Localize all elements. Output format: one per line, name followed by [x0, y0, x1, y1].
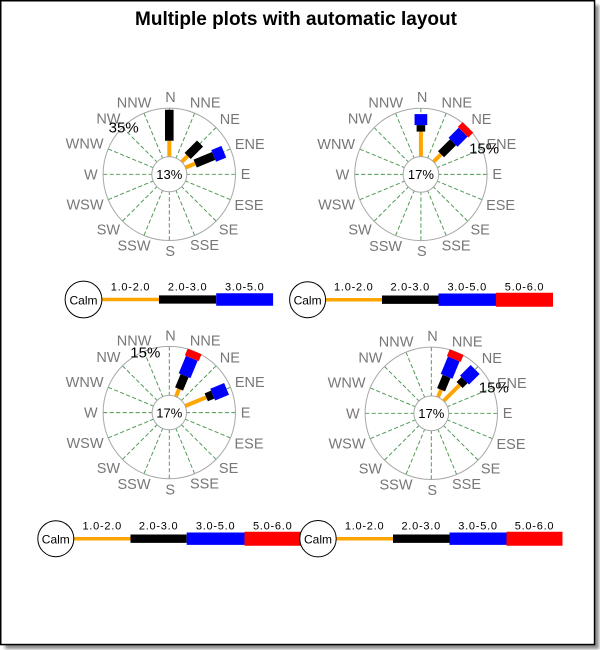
svg-text:NNE: NNE [441, 95, 472, 111]
svg-text:ESE: ESE [486, 198, 515, 214]
svg-text:ENE: ENE [235, 137, 265, 153]
svg-text:W: W [346, 406, 360, 422]
svg-text:NE: NE [220, 350, 240, 366]
svg-text:SW: SW [348, 223, 372, 239]
svg-text:3.0-5.0: 3.0-5.0 [458, 521, 498, 533]
svg-text:NE: NE [482, 351, 502, 367]
svg-text:ENE: ENE [497, 376, 527, 392]
svg-text:NW: NW [96, 350, 120, 366]
svg-text:SE: SE [219, 461, 239, 477]
svg-text:S: S [427, 483, 437, 499]
svg-text:W: W [84, 167, 98, 183]
svg-text:NNW: NNW [379, 334, 414, 350]
svg-text:NNE: NNE [452, 334, 483, 350]
svg-text:35%: 35% [109, 120, 139, 137]
svg-text:13%: 13% [156, 167, 182, 182]
svg-text:WNW: WNW [66, 375, 104, 391]
svg-text:3.0-5.0: 3.0-5.0 [447, 282, 487, 294]
svg-text:17%: 17% [408, 167, 434, 182]
svg-text:5.0-6.0: 5.0-6.0 [253, 521, 293, 533]
svg-text:1.0-2.0: 1.0-2.0 [111, 281, 151, 293]
svg-text:Calm: Calm [42, 533, 70, 547]
svg-text:WNW: WNW [317, 137, 355, 153]
svg-text:17%: 17% [418, 406, 444, 421]
svg-text:SSW: SSW [379, 478, 412, 494]
svg-text:NW: NW [96, 112, 120, 128]
svg-text:NNW: NNW [117, 95, 152, 111]
svg-text:WNW: WNW [328, 376, 366, 392]
svg-text:WSW: WSW [66, 436, 103, 452]
svg-text:WSW: WSW [328, 437, 365, 453]
svg-text:5.0-6.0: 5.0-6.0 [505, 282, 545, 294]
svg-text:S: S [165, 482, 175, 498]
svg-text:NW: NW [348, 112, 372, 128]
svg-text:SE: SE [481, 462, 501, 478]
svg-text:E: E [492, 167, 502, 183]
svg-text:WSW: WSW [318, 198, 355, 214]
svg-text:SE: SE [471, 223, 491, 239]
svg-text:N: N [427, 329, 437, 345]
svg-text:NNW: NNW [368, 96, 403, 112]
svg-text:Multiple plots with automatic: Multiple plots with automatic layout [135, 9, 458, 30]
svg-text:SW: SW [97, 223, 121, 239]
svg-text:W: W [336, 167, 350, 183]
svg-text:Calm: Calm [294, 294, 322, 308]
svg-text:2.0-3.0: 2.0-3.0 [168, 281, 208, 293]
svg-text:NE: NE [471, 112, 491, 128]
svg-text:S: S [165, 244, 175, 260]
svg-text:SW: SW [97, 461, 121, 477]
svg-text:SSE: SSE [442, 238, 471, 254]
svg-text:Calm: Calm [304, 533, 332, 547]
svg-text:2.0-3.0: 2.0-3.0 [390, 282, 430, 294]
svg-text:N: N [165, 90, 175, 106]
svg-text:ESE: ESE [234, 436, 263, 452]
svg-text:SSW: SSW [117, 477, 150, 493]
svg-text:ENE: ENE [235, 375, 265, 391]
svg-text:15%: 15% [469, 141, 499, 158]
svg-text:ENE: ENE [486, 137, 516, 153]
svg-text:15%: 15% [479, 380, 509, 397]
svg-text:Calm: Calm [69, 293, 97, 307]
svg-text:17%: 17% [156, 405, 182, 420]
svg-text:S: S [417, 244, 427, 260]
svg-text:ESE: ESE [234, 198, 263, 214]
svg-text:WSW: WSW [66, 198, 103, 214]
svg-text:SE: SE [219, 223, 239, 239]
svg-text:1.0-2.0: 1.0-2.0 [334, 282, 374, 294]
svg-text:SSE: SSE [190, 477, 219, 493]
svg-text:NW: NW [358, 351, 382, 367]
svg-text:ESE: ESE [496, 437, 525, 453]
svg-text:1.0-2.0: 1.0-2.0 [345, 521, 385, 533]
svg-text:1.0-2.0: 1.0-2.0 [82, 521, 122, 533]
svg-text:2.0-3.0: 2.0-3.0 [139, 521, 179, 533]
svg-text:E: E [241, 167, 251, 183]
svg-text:NNW: NNW [117, 334, 152, 350]
svg-text:15%: 15% [130, 345, 160, 362]
svg-text:N: N [165, 328, 175, 344]
svg-text:E: E [241, 405, 251, 421]
svg-text:W: W [84, 406, 98, 422]
svg-text:SSE: SSE [452, 477, 481, 493]
svg-text:SSE: SSE [190, 238, 219, 254]
svg-text:SW: SW [359, 462, 383, 478]
svg-text:N: N [417, 90, 427, 106]
svg-text:2.0-3.0: 2.0-3.0 [401, 521, 441, 533]
svg-text:3.0-5.0: 3.0-5.0 [225, 281, 265, 293]
svg-text:NNE: NNE [190, 95, 221, 111]
svg-text:SSW: SSW [117, 239, 150, 255]
svg-text:NE: NE [220, 112, 240, 128]
svg-text:5.0-6.0: 5.0-6.0 [515, 521, 555, 533]
svg-text:3.0-5.0: 3.0-5.0 [196, 521, 236, 533]
svg-text:SSW: SSW [369, 239, 402, 255]
svg-text:NNE: NNE [190, 334, 221, 350]
svg-text:E: E [503, 406, 513, 422]
svg-text:WNW: WNW [66, 137, 104, 153]
